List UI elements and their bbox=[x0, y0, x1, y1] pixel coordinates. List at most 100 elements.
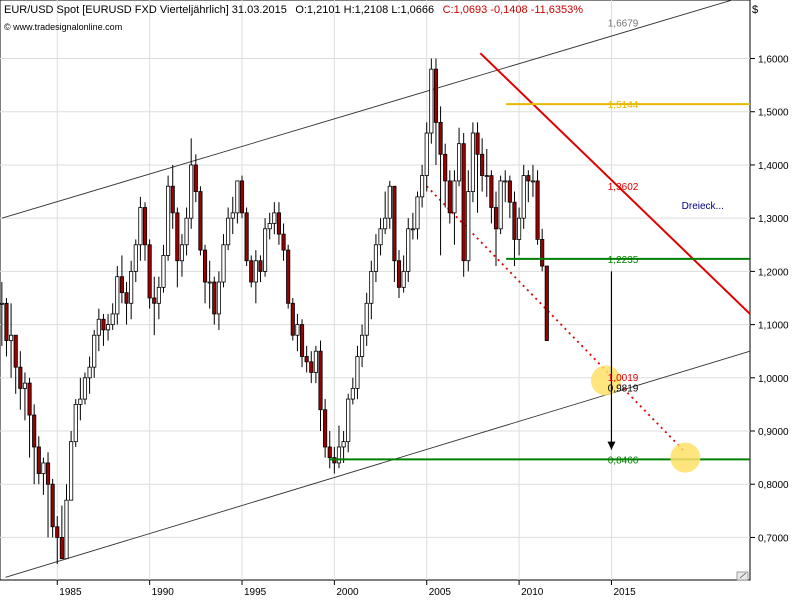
candle-body bbox=[466, 191, 471, 262]
candle-body bbox=[161, 255, 166, 288]
header-ohlc: O:1,2101 H:1,2108 L:1,0666 bbox=[295, 4, 434, 16]
y-tick-label: 1,6000 bbox=[758, 55, 789, 66]
candle-body bbox=[129, 270, 134, 304]
candle-body bbox=[392, 185, 397, 262]
y-tick-label: 1,0000 bbox=[758, 374, 789, 385]
candle-body bbox=[0, 302, 4, 305]
candle-body bbox=[443, 153, 448, 182]
candle-body bbox=[406, 228, 411, 272]
candle-body bbox=[281, 233, 286, 251]
candle-body bbox=[318, 350, 323, 411]
candle-body bbox=[87, 366, 92, 379]
plot-frame bbox=[0, 0, 751, 581]
candle-body bbox=[4, 302, 9, 341]
candle-body bbox=[336, 446, 342, 464]
y-axis: 0,7000 0,8000 0,9000 1,0000 1,1000 1,2000 1,30… bbox=[750, 55, 789, 544]
candle-body bbox=[461, 143, 466, 262]
y-tick-label: 0,8000 bbox=[758, 480, 789, 491]
candle-body bbox=[373, 244, 378, 272]
candle-body bbox=[369, 270, 374, 304]
candle-body bbox=[249, 260, 254, 283]
level-label: 0,8466 bbox=[608, 455, 639, 466]
candle-body bbox=[383, 217, 388, 230]
candle-body bbox=[360, 334, 365, 357]
candle-body bbox=[147, 244, 152, 299]
y-tick-label: 0,7000 bbox=[758, 533, 789, 544]
candle-body bbox=[244, 212, 249, 262]
candle-body bbox=[55, 526, 60, 538]
level-label: 1,0019 bbox=[608, 373, 639, 384]
candle-body bbox=[230, 212, 235, 219]
y-tick-label: 0,9000 bbox=[758, 427, 789, 438]
chart-header: EUR/USD Spot [EURUSD FXD Vierteljährlich… bbox=[4, 0, 583, 32]
header-title-group: EUR/USD Spot [EURUSD FXD Vierteljährlich… bbox=[4, 0, 583, 17]
candle-body bbox=[92, 334, 97, 368]
candle-body bbox=[216, 281, 221, 315]
candle-body bbox=[189, 164, 194, 219]
candle-body bbox=[480, 153, 485, 176]
y-tick-label: 1,5000 bbox=[758, 108, 789, 119]
target-highlight-circle bbox=[670, 442, 701, 473]
candlesticks bbox=[0, 58, 549, 565]
candle-body bbox=[290, 302, 295, 336]
candle-body bbox=[253, 260, 258, 283]
candle-body bbox=[535, 180, 540, 240]
candle-body bbox=[276, 212, 282, 235]
candle-body bbox=[350, 388, 355, 400]
candle-body bbox=[327, 446, 332, 459]
candle-body bbox=[295, 324, 300, 336]
candle-body bbox=[433, 68, 439, 123]
candle-body bbox=[184, 217, 189, 246]
candle-body bbox=[258, 260, 263, 272]
candle-body bbox=[110, 313, 115, 325]
y-tick-label: 1,3000 bbox=[758, 214, 789, 225]
candle-body bbox=[263, 228, 268, 272]
candle-body bbox=[530, 180, 536, 183]
candle-body bbox=[73, 404, 78, 443]
candle-body bbox=[133, 244, 138, 272]
candle-body bbox=[517, 217, 522, 240]
candle-body bbox=[364, 302, 369, 336]
scroll-corner-button[interactable] bbox=[736, 571, 749, 581]
candle-body bbox=[193, 164, 198, 192]
candle-body bbox=[170, 185, 175, 214]
candle-body bbox=[313, 350, 318, 373]
candle-body bbox=[415, 196, 420, 230]
candle-body bbox=[526, 175, 531, 182]
candle-body bbox=[13, 334, 18, 368]
candle-body bbox=[507, 180, 512, 203]
candle-body bbox=[267, 223, 272, 230]
candle-body bbox=[493, 207, 499, 230]
candle-body bbox=[540, 239, 545, 267]
candle-body bbox=[106, 324, 111, 331]
candle-body bbox=[475, 132, 480, 155]
candle-body bbox=[429, 68, 434, 134]
candle-body bbox=[9, 334, 14, 341]
candle-body bbox=[304, 356, 309, 363]
candle-body bbox=[82, 377, 88, 400]
candle-body bbox=[142, 207, 148, 246]
candle-body bbox=[59, 537, 64, 560]
candle-body bbox=[115, 276, 120, 315]
header-close-change: C:1,0693 -0,1408 -11,6353% bbox=[443, 4, 584, 16]
x-tick-label: 2005 bbox=[429, 587, 452, 598]
x-axis: 1985 1990 1995 2000 2005 2010 2015 bbox=[56, 580, 636, 598]
candle-body bbox=[235, 180, 240, 214]
candle-body bbox=[355, 356, 360, 389]
candle-body bbox=[96, 318, 101, 336]
candle-body bbox=[521, 175, 526, 219]
candle-body bbox=[447, 180, 452, 214]
x-tick-label: 1990 bbox=[152, 587, 175, 598]
candle-body bbox=[323, 409, 328, 448]
candle-body bbox=[484, 175, 489, 177]
candle-body bbox=[198, 191, 203, 251]
candle-body bbox=[544, 265, 549, 341]
candle-body bbox=[50, 483, 55, 528]
candle-body bbox=[175, 212, 180, 262]
channel-lower-line bbox=[5, 350, 751, 578]
candle-body bbox=[378, 228, 383, 246]
arrowhead-icon bbox=[607, 441, 616, 450]
candle-body bbox=[226, 217, 231, 246]
y-tick-label: 1,2000 bbox=[758, 267, 789, 278]
